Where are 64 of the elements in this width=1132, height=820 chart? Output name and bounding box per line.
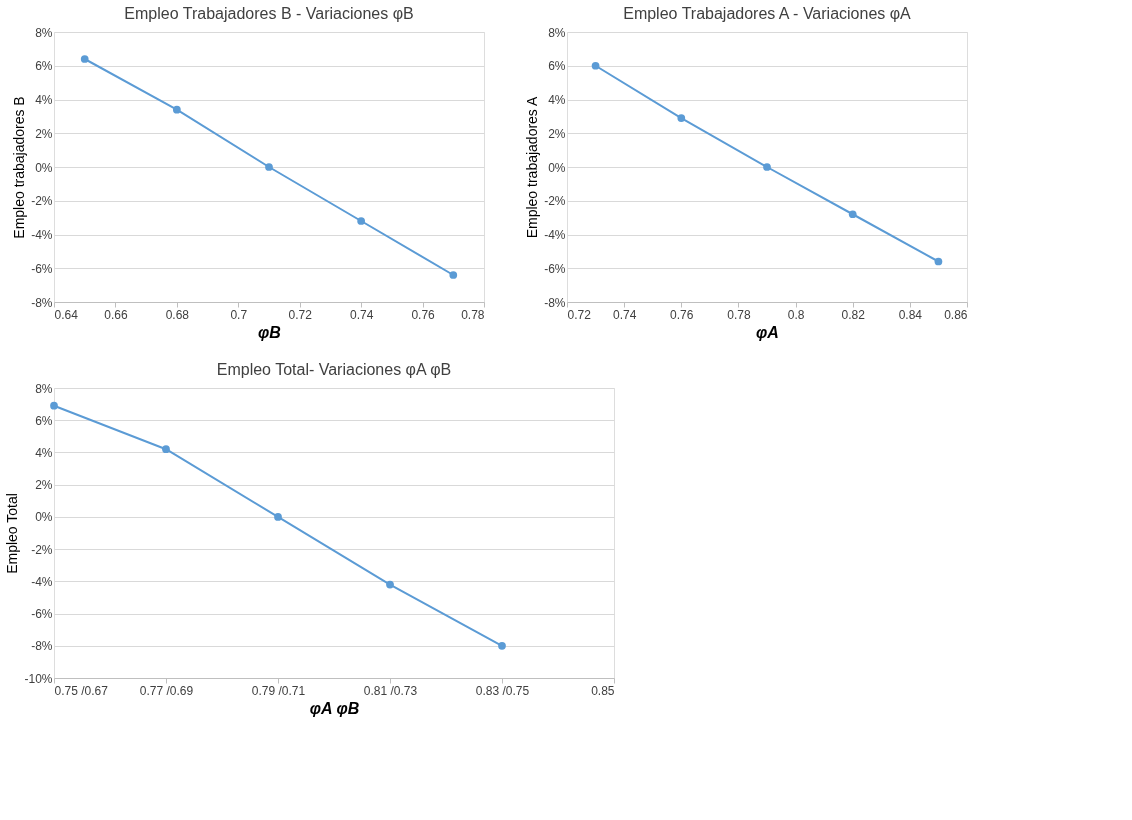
x-tick-label: 0.82	[841, 307, 866, 322]
point	[162, 445, 170, 454]
x-tick-label: 0.76	[670, 307, 694, 322]
y-tick-label: -2%	[31, 542, 53, 557]
y-tick-label: 4%	[35, 445, 53, 460]
x-tick-label: 0.77 /0.69	[139, 683, 194, 698]
y-tick-label: -2%	[31, 194, 53, 209]
x-tick-label: 0.83 /0.75	[475, 683, 530, 698]
x-axis-title: φA	[756, 323, 779, 341]
y-tick-label: -4%	[31, 574, 53, 589]
chart-title: Empleo Total- Variaciones φA φB	[216, 361, 452, 378]
x-tick-label: 0.7	[230, 307, 248, 322]
y-tick-label: 0%	[35, 160, 53, 175]
y-tick-label: 8%	[35, 25, 53, 40]
x-tick-label: 0.81 /0.73	[363, 683, 418, 698]
y-tick-label: -8%	[544, 295, 566, 310]
y-tick-label: 8%	[548, 25, 566, 40]
y-axis-title: Empleo trabajadores B	[11, 96, 28, 239]
x-tick-label: 0.74	[612, 307, 637, 322]
y-tick-label: -10%	[24, 671, 53, 686]
x-tick-label: 0.8	[787, 307, 805, 322]
x-tick-label: 0.68	[165, 307, 190, 322]
x-tick-label: 0.64	[54, 307, 79, 322]
y-tick-label: 8%	[35, 381, 53, 396]
y-tick-label: 2%	[35, 478, 53, 493]
y-tick-label: 0%	[548, 160, 566, 175]
y-tick-label: 6%	[35, 59, 53, 74]
x-axis-title: φB	[258, 323, 281, 341]
y-tick-label: 6%	[35, 413, 53, 428]
point	[274, 513, 282, 521]
x-tick-label: 0.66	[104, 307, 128, 322]
y-tick-label: -4%	[544, 228, 566, 242]
x-tick-label: 0.78	[461, 307, 485, 322]
y-tick-label: -6%	[31, 261, 53, 276]
point	[498, 641, 506, 650]
y-tick-label: -2%	[544, 194, 566, 209]
y-tick-label: -4%	[31, 228, 53, 242]
x-tick-label: 0.76	[411, 307, 436, 322]
x-tick-label: 0.85	[591, 683, 615, 698]
y-axis-title: Empleo Total	[4, 493, 21, 574]
y-tick-label: 6%	[548, 59, 566, 74]
x-axis-title: φA φB	[309, 699, 360, 717]
y-tick-label: 4%	[35, 93, 53, 107]
y-tick-label: 2%	[548, 126, 566, 141]
y-tick-label: -6%	[31, 607, 53, 622]
x-tick-label: 0.84	[898, 307, 923, 322]
y-tick-label: 0%	[35, 510, 53, 525]
y-tick-label: 4%	[548, 93, 566, 107]
y-tick-label: -8%	[31, 295, 53, 310]
x-tick-label: 0.79 /0.71	[251, 683, 306, 698]
chart-title: Empleo Trabajadores A - Variaciones φA	[623, 5, 912, 22]
x-tick-label: 0.72	[567, 307, 592, 322]
x-tick-label: 0.78	[727, 307, 751, 322]
x-tick-label: 0.74	[349, 307, 374, 322]
y-tick-label: -8%	[31, 639, 53, 654]
x-tick-label: 0.86	[944, 307, 968, 322]
x-tick-label: 0.72	[288, 307, 313, 322]
point	[386, 580, 394, 589]
chart-title: Empleo Trabajadores B - Variaciones φB	[124, 5, 414, 22]
y-axis-title: Empleo trabajadores A	[524, 96, 541, 239]
y-tick-label: -6%	[544, 261, 566, 276]
x-tick-label: 0.75 /0.67	[54, 683, 109, 698]
point	[50, 401, 58, 410]
y-tick-label: 2%	[35, 126, 53, 141]
